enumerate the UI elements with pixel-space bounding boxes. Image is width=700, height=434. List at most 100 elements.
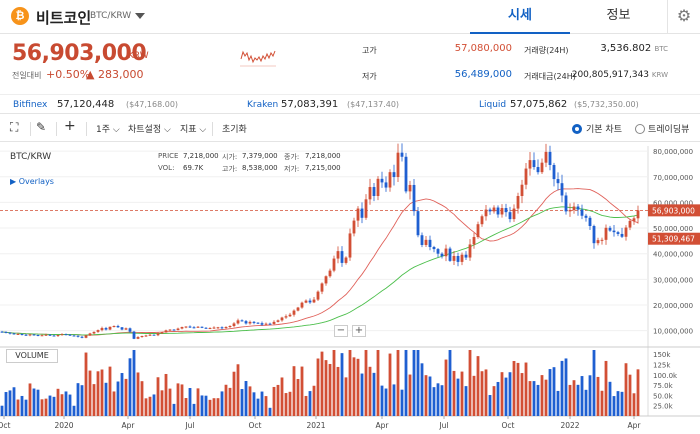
- exchange-name[interactable]: Bitfinex: [13, 100, 48, 110]
- reset-button[interactable]: 초기화: [222, 125, 247, 135]
- tradingview-label[interactable]: 트레이딩뷰: [648, 125, 690, 135]
- candle-body: [440, 253, 444, 257]
- candle-body: [124, 328, 128, 330]
- zoom-in-button[interactable]: +: [352, 325, 366, 337]
- volume-bar: [324, 360, 328, 416]
- candle-body: [416, 211, 420, 236]
- info-open-label: 시가:: [222, 153, 238, 161]
- volume-bar: [232, 371, 236, 416]
- chart-toolbar: ⛶ ✎ + 1주 ⌵ 차트설정 ⌵ 지표 ⌵ 초기화 기본 차트 트레이딩뷰: [0, 116, 700, 142]
- moving-average-long-line: [1, 206, 639, 336]
- indicators-button[interactable]: 지표 ⌵: [180, 125, 207, 135]
- fullscreen-icon[interactable]: ⛶: [10, 120, 19, 134]
- x-tick-label: Jul: [184, 421, 194, 430]
- candle-body: [392, 172, 396, 178]
- volume-bar: [376, 350, 380, 416]
- volume-bar: [184, 398, 188, 416]
- low-value: 56,489,000: [454, 69, 512, 80]
- volume-bar: [436, 383, 440, 416]
- candle-body: [616, 232, 620, 234]
- volume-bar: [200, 395, 204, 416]
- candle-body: [240, 320, 244, 322]
- candle-body: [192, 327, 196, 329]
- volume-tick-label: 25.0k: [653, 403, 674, 411]
- volume-bar: [508, 372, 512, 416]
- volume-bar: [312, 385, 316, 416]
- volume-bar: [256, 398, 260, 416]
- candle-body: [568, 210, 572, 212]
- candle-body: [12, 333, 16, 335]
- amount-24h-label: 거래대금(24H): [524, 72, 576, 81]
- volume-bar: [636, 369, 640, 416]
- gear-icon[interactable]: ⚙: [667, 0, 700, 34]
- candle-body: [68, 334, 72, 336]
- volume-bar: [340, 353, 344, 416]
- basic-chart-label[interactable]: 기본 차트: [586, 125, 622, 135]
- volume-bar: [544, 379, 548, 416]
- chart-settings-button[interactable]: 차트설정 ⌵: [128, 125, 171, 135]
- candle-body: [280, 317, 284, 321]
- candle-body: [588, 217, 592, 226]
- candle-body: [312, 299, 316, 303]
- basic-chart-radio[interactable]: [572, 124, 582, 134]
- candle-body: [252, 321, 256, 323]
- volume-bar: [80, 385, 84, 416]
- tab-info[interactable]: 정보: [606, 8, 631, 23]
- volume-bar: [8, 390, 12, 416]
- volume-bar: [572, 380, 576, 416]
- x-tick-label: Apr: [122, 421, 136, 430]
- volume-24h-unit: BTC: [654, 45, 668, 53]
- current-price-tag: 56,903,000: [652, 206, 695, 215]
- coin-name: 비트코인: [36, 9, 92, 27]
- volume-bar: [88, 370, 92, 416]
- volume-bar: [240, 389, 244, 416]
- exchange-name[interactable]: Liquid: [479, 100, 507, 110]
- exchange-name[interactable]: Kraken: [247, 100, 279, 110]
- volume-bar: [552, 367, 556, 416]
- volume-bar: [496, 381, 500, 416]
- zoom-out-button[interactable]: −: [334, 325, 348, 337]
- volume-bar: [148, 396, 152, 416]
- volume-bar: [192, 403, 196, 416]
- volume-bar: [528, 381, 532, 416]
- candle-body: [556, 179, 560, 184]
- crosshair-icon[interactable]: +: [64, 118, 76, 134]
- tradingview-radio[interactable]: [635, 124, 645, 134]
- amount-24h-value: 200,805,917,343 KRW: [560, 70, 668, 80]
- volume-bar: [252, 392, 256, 416]
- candle-body: [260, 323, 264, 325]
- volume-bar: [112, 391, 116, 416]
- exchange-price: 57,075,862: [510, 99, 568, 110]
- candle-body: [72, 335, 76, 337]
- volume-bar: [272, 386, 276, 416]
- candlestick-chart[interactable]: 80,000,000 70,000,000 60,000,000 50,000,000…: [0, 142, 700, 434]
- tab-market[interactable]: 시세: [470, 0, 570, 34]
- volume-bar: [4, 392, 8, 416]
- overlays-toggle[interactable]: ▶ Overlays: [10, 177, 54, 186]
- toolbar-divider: [56, 122, 57, 136]
- volume-bar: [308, 391, 312, 416]
- candle-body: [228, 326, 232, 328]
- volume-bar: [132, 350, 136, 416]
- candle-body: [412, 184, 416, 212]
- candle-body: [320, 283, 324, 292]
- volume-bar: [56, 388, 60, 416]
- volume-bar: [352, 357, 356, 416]
- volume-bar: [596, 376, 600, 416]
- candle-body: [164, 330, 168, 333]
- pencil-icon[interactable]: ✎: [36, 120, 47, 134]
- exchange-usd: ($5,732,350.00): [574, 100, 639, 109]
- volume-bar: [76, 383, 80, 416]
- volume-tick-label: 50.0k: [653, 392, 674, 400]
- candle-body: [96, 330, 100, 332]
- indicators-label: 지표: [180, 125, 197, 135]
- volume-bar: [244, 381, 248, 416]
- volume-bar: [40, 399, 44, 416]
- coin-select-chevron-down-icon[interactable]: [135, 13, 145, 19]
- y-tick-label: 40,000,000: [653, 251, 693, 259]
- candle-body: [628, 220, 632, 228]
- volume-bar: [384, 388, 388, 416]
- period-select[interactable]: 1주 ⌵: [96, 125, 120, 135]
- x-tick-label: Oct: [0, 421, 11, 430]
- volume-bar: [488, 395, 492, 416]
